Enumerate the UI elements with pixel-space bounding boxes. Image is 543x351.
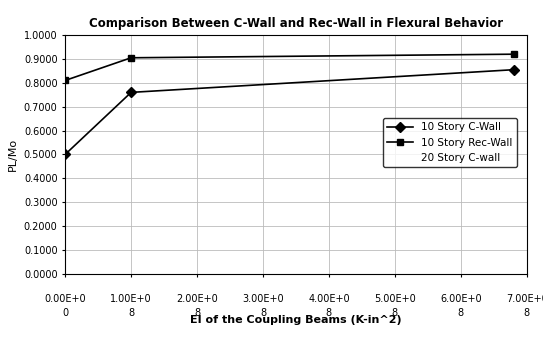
10 Story Rec-Wall (62, 78, 68, 82)
Text: 3.00E+0: 3.00E+0 (242, 294, 284, 304)
Text: 1.00E+0: 1.00E+0 (110, 294, 152, 304)
Title: Comparison Between C-Wall and Rec-Wall in Flexural Behavior: Comparison Between C-Wall and Rec-Wall i… (89, 17, 503, 30)
X-axis label: EI of the Coupling Beams (K-in^2): EI of the Coupling Beams (K-in^2) (190, 316, 402, 325)
Line: 10 Story Rec-Wall: 10 Story Rec-Wall (62, 51, 517, 84)
Y-axis label: PL/Mo: PL/Mo (8, 138, 18, 171)
Text: 8: 8 (128, 309, 134, 318)
10 Story Rec-Wall (128, 56, 134, 60)
Text: 7.00E+0: 7.00E+0 (506, 294, 543, 304)
Text: 0: 0 (62, 309, 68, 318)
10 Story C-Wall (510, 68, 517, 72)
Text: 5.00E+0: 5.00E+0 (374, 294, 416, 304)
10 Story Rec-Wall (510, 52, 517, 56)
10 Story C-Wall (128, 90, 134, 94)
10 Story C-Wall (62, 152, 68, 157)
Text: 8: 8 (523, 309, 530, 318)
Text: 8: 8 (458, 309, 464, 318)
Legend: 10 Story C-Wall, 10 Story Rec-Wall, 20 Story C-wall: 10 Story C-Wall, 10 Story Rec-Wall, 20 S… (383, 118, 517, 167)
Text: 8: 8 (392, 309, 398, 318)
Text: 4.00E+0: 4.00E+0 (308, 294, 350, 304)
Text: 6.00E+0: 6.00E+0 (440, 294, 482, 304)
Text: 2.00E+0: 2.00E+0 (176, 294, 218, 304)
Text: 8: 8 (260, 309, 266, 318)
Text: 0.00E+0: 0.00E+0 (45, 294, 86, 304)
Line: 10 Story C-Wall: 10 Story C-Wall (62, 66, 517, 158)
Text: 8: 8 (326, 309, 332, 318)
Text: 8: 8 (194, 309, 200, 318)
